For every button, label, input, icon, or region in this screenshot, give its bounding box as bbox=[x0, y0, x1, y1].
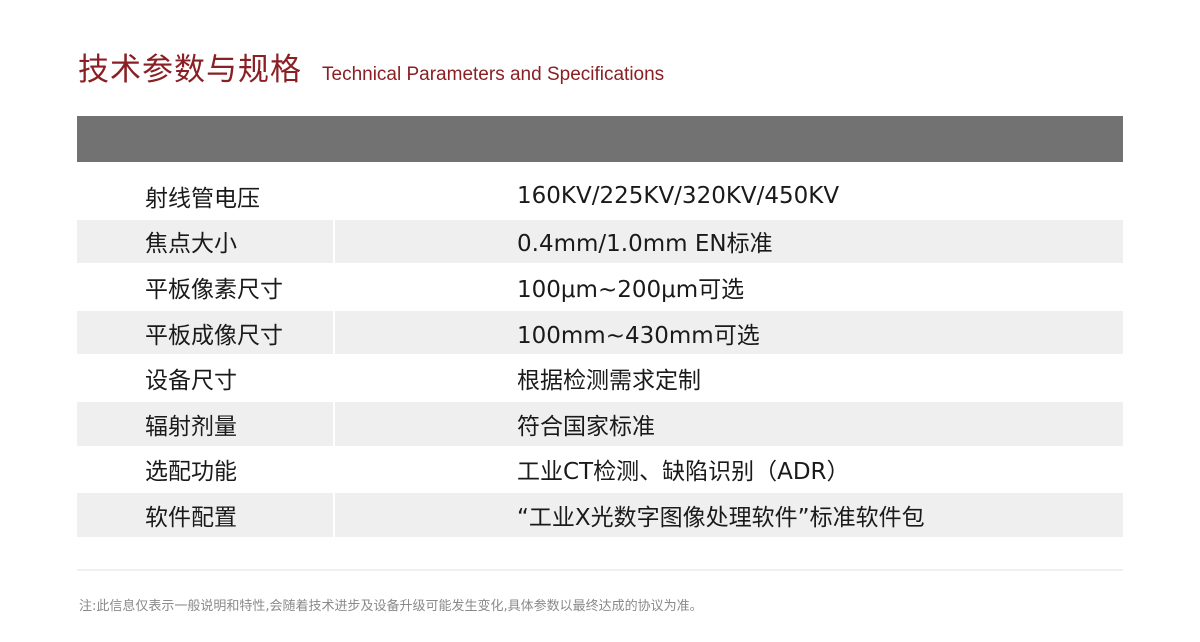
table-row: 设备尺寸 根据检测需求定制 bbox=[77, 354, 1123, 400]
disclaimer-note: 注:此信息仅表示一般说明和特性,会随着技术进步及设备升级可能发生变化,具体参数以… bbox=[79, 599, 703, 614]
table-row: 平板像素尺寸 100μm~200μm可选 bbox=[77, 263, 1123, 309]
footer-divider bbox=[77, 569, 1123, 571]
row-value: “工业X光数字图像处理软件”标准软件包 bbox=[335, 493, 1123, 537]
row-label: 软件配置 bbox=[77, 493, 333, 537]
page-title: 技术参数与规格 Technical Parameters and Specifi… bbox=[78, 44, 664, 89]
row-label: 辐射剂量 bbox=[77, 401, 333, 446]
row-label: 射线管电压 bbox=[145, 185, 260, 212]
row-value: 根据检测需求定制 bbox=[517, 368, 701, 395]
table-row: 辐射剂量 符合国家标准 bbox=[77, 399, 1123, 446]
table-row: 平板成像尺寸 100mm~430mm可选 bbox=[77, 308, 1123, 355]
row-label: 平板像素尺寸 bbox=[145, 276, 283, 303]
title-chinese: 技术参数与规格 bbox=[78, 52, 302, 88]
row-label: 平板成像尺寸 bbox=[77, 310, 333, 355]
row-value: 0.4mm/1.0mm EN标准 bbox=[335, 219, 1123, 264]
row-value: 160KV/225KV/320KV/450KV bbox=[517, 182, 840, 209]
row-value: 100mm~430mm可选 bbox=[335, 310, 1123, 355]
row-label: 设备尺寸 bbox=[145, 368, 237, 395]
table-row: 射线管电压 160KV/225KV/320KV/450KV bbox=[77, 172, 1123, 218]
row-value: 工业CT检测、缺陷识别（ADR） bbox=[517, 459, 850, 486]
row-value: 100μm~200μm可选 bbox=[517, 276, 745, 303]
row-label: 选配功能 bbox=[145, 459, 237, 486]
table-row: 焦点大小 0.4mm/1.0mm EN标准 bbox=[77, 217, 1123, 264]
title-english: Technical Parameters and Specifications bbox=[322, 64, 665, 85]
spec-table: 射线管电压 160KV/225KV/320KV/450KV 焦点大小 0.4mm/1… bbox=[77, 172, 1123, 537]
row-value: 符合国家标准 bbox=[335, 401, 1123, 446]
row-label: 焦点大小 bbox=[77, 219, 333, 264]
table-row: 软件配置 “工业X光数字图像处理软件”标准软件包 bbox=[77, 491, 1123, 537]
table-header-bar bbox=[77, 116, 1123, 162]
table-row: 选配功能 工业CT检测、缺陷识别（ADR） bbox=[77, 445, 1123, 492]
